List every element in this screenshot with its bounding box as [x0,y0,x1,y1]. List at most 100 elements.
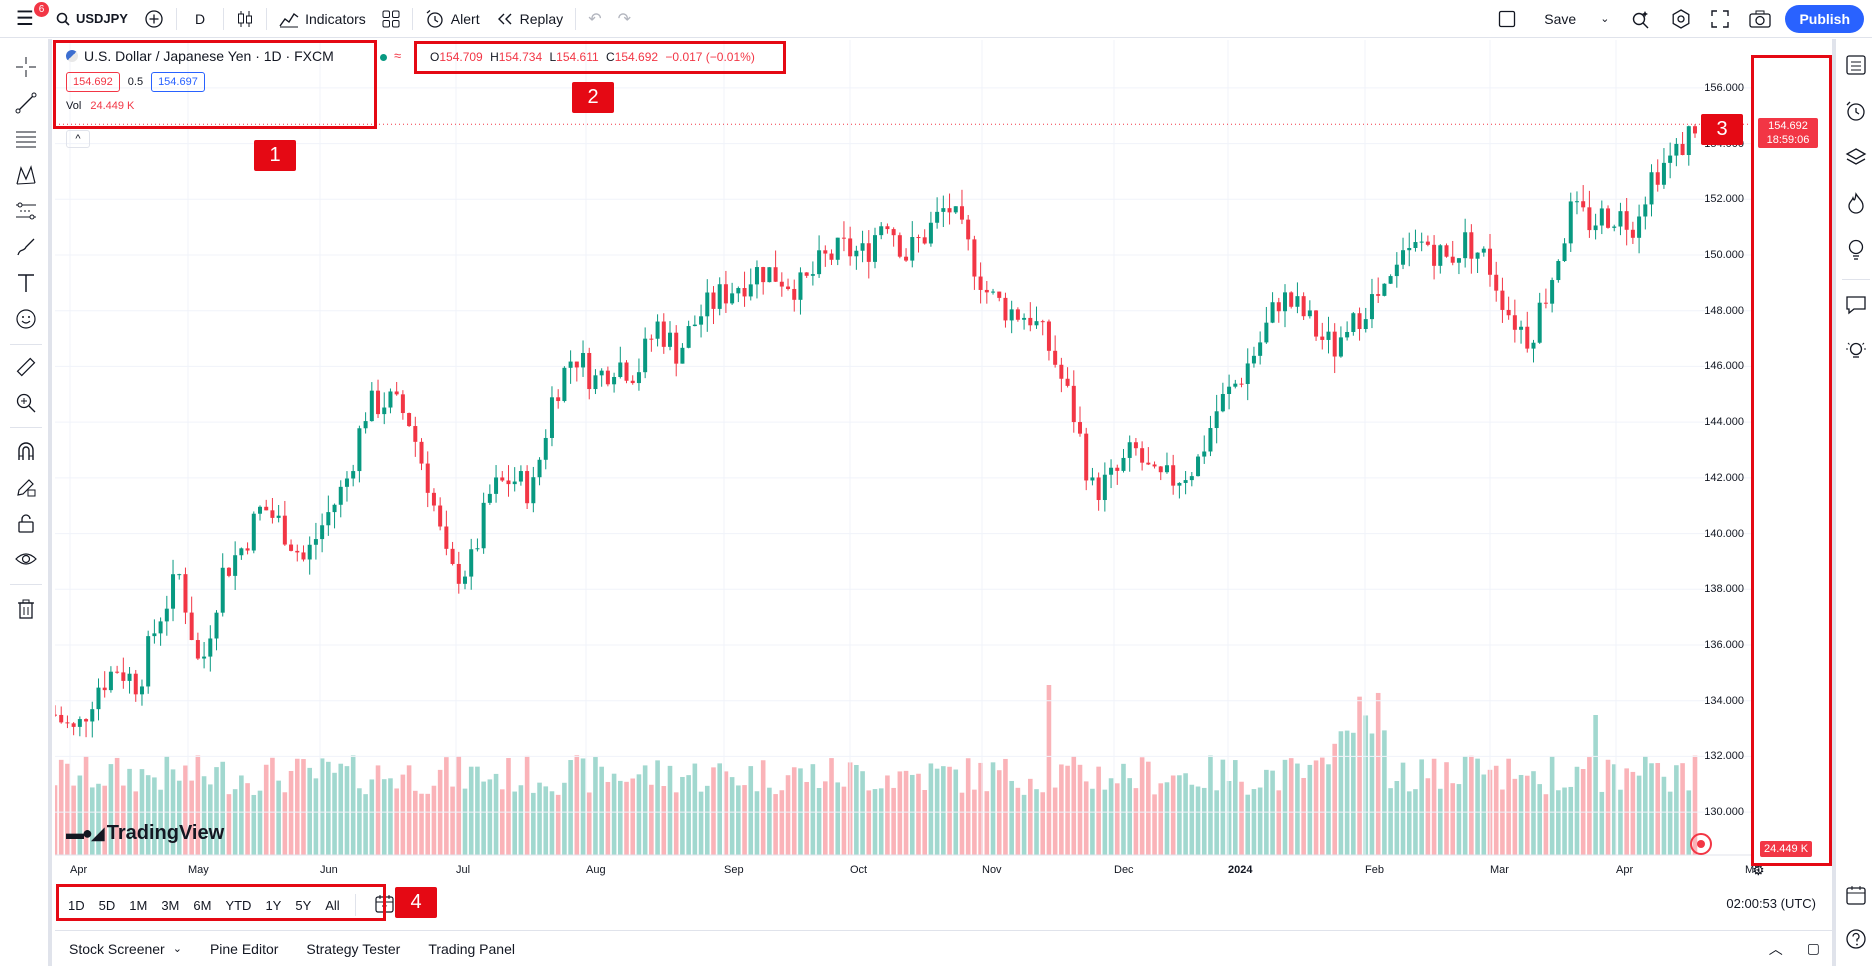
layouts-button[interactable] [374,0,408,38]
lock-drawings-tool[interactable] [12,509,40,537]
candle-body [829,253,834,260]
projection-tool[interactable] [12,197,40,225]
magnet-tool[interactable] [12,437,40,465]
help-button[interactable] [1840,923,1872,955]
indicators-button[interactable]: Indicators [271,0,374,38]
range-button-6m[interactable]: 6M [193,897,212,913]
time-tick-label: May [188,864,209,876]
text-tool[interactable] [12,269,40,297]
hide-drawings-tool[interactable] [12,545,40,573]
watchlist-button[interactable] [1840,49,1872,81]
volume-bar [1301,777,1306,855]
volume-bar [1661,776,1667,855]
range-button-1d[interactable]: 1D [68,897,85,913]
volume-bar [1028,778,1033,855]
emoji-tool[interactable] [12,305,40,333]
candle-body [450,548,455,564]
candle-body [643,338,648,373]
range-button-5d[interactable]: 5D [98,897,116,913]
ruler-tool[interactable] [12,353,40,381]
chart-settings-gear[interactable]: ⚙ [1752,862,1765,878]
strategy-tester-tab[interactable]: Strategy Tester [306,940,401,957]
alert-button[interactable]: Alert [417,0,488,38]
chats-button[interactable] [1840,289,1872,321]
volume-bar [860,771,865,855]
pine-editor-tab[interactable]: Pine Editor [209,940,279,957]
candle-body [1531,342,1536,349]
volume-bar [916,773,921,855]
pro-ideas-button[interactable] [1840,335,1872,367]
fib-tool[interactable] [12,125,40,153]
pattern-tool[interactable] [12,161,40,189]
price-chart[interactable] [55,40,1752,885]
calendar-button[interactable] [1840,879,1872,911]
range-button-ytd[interactable]: YTD [225,897,252,913]
volume-bar [475,766,480,855]
alerts-panel-button[interactable] [1840,95,1872,127]
clock-timezone[interactable]: 02:00:53 (UTC) [1726,896,1816,911]
replay-button[interactable]: Replay [488,0,572,38]
quick-search-button[interactable] [1621,0,1661,38]
volume-bar [183,765,188,855]
trend-line-tool[interactable] [12,89,40,117]
interval-button[interactable]: D [194,10,206,27]
candle-body [84,719,89,722]
range-button-all[interactable]: All [325,897,340,913]
symbol-search-button[interactable]: USDJPY [48,0,136,38]
watermark-text: TradingView [106,822,225,844]
range-button-3m[interactable]: 3M [161,897,180,913]
collapse-legend-button[interactable]: ^ [66,130,90,148]
candle-body [587,352,592,390]
collapse-panel-button[interactable]: ︿ [1757,939,1795,959]
save-button[interactable]: Save ⌄ [1532,0,1621,38]
volume-bar [1369,733,1375,855]
ideas-button[interactable] [1840,233,1872,265]
drawing-mode-tool[interactable] [12,473,40,501]
candle-body [1127,442,1132,458]
fullscreen-toggle-button[interactable] [1482,0,1532,38]
publish-button[interactable]: Publish [1781,0,1872,38]
trading-panel-tab[interactable]: Trading Panel [428,940,515,957]
ask-price[interactable]: 154.697 [151,72,205,92]
bid-price[interactable]: 154.692 [66,72,120,92]
range-button-5y[interactable]: 5Y [295,897,312,913]
zoom-tool[interactable] [12,389,40,417]
candle-body [748,284,753,297]
symbol-legend[interactable]: U.S. Dollar / Japanese Yen · 1D · FXCM 1… [66,48,334,112]
candle-body [1283,292,1287,312]
divider [354,894,356,916]
candle-body [127,673,132,681]
settings-button[interactable] [1661,0,1701,38]
range-bar: 1D 5D 1M 3M 6M YTD 1Y 5Y All [55,887,406,923]
chart-type-button[interactable] [228,0,262,38]
replay-marker[interactable] [1690,833,1712,855]
volume-bar [444,757,449,855]
candle-body [786,286,791,289]
snapshot-button[interactable] [1739,0,1781,38]
maximize-panel-button[interactable]: ▢ [1795,940,1832,957]
volume-bar [1406,791,1412,855]
object-tree-button[interactable] [1840,141,1872,173]
undo-button[interactable]: ↶ [580,0,609,38]
grid-icon [382,10,400,27]
compare-symbol-button[interactable] [136,0,172,38]
menu-button[interactable]: ☰ 6 [0,0,49,38]
volume-bar [1537,784,1542,855]
candle-body [1568,201,1573,244]
candle-body [1525,326,1530,349]
volume-bar [1481,774,1487,855]
candle-body [171,574,176,609]
stock-screener-tab[interactable]: Stock Screener ⌄ [69,940,182,957]
candle-body [1376,294,1381,296]
divider [1842,279,1870,280]
fullscreen-button[interactable] [1701,0,1739,38]
remove-drawings-tool[interactable] [12,595,40,623]
range-button-1y[interactable]: 1Y [265,897,282,913]
candle-body [1115,467,1120,471]
crosshair-tool[interactable] [12,53,40,81]
candle-body [1425,241,1430,245]
brush-tool[interactable] [12,233,40,261]
redo-button[interactable]: ↷ [610,0,639,38]
range-button-1m[interactable]: 1M [129,897,148,913]
hotlists-button[interactable] [1840,187,1872,219]
